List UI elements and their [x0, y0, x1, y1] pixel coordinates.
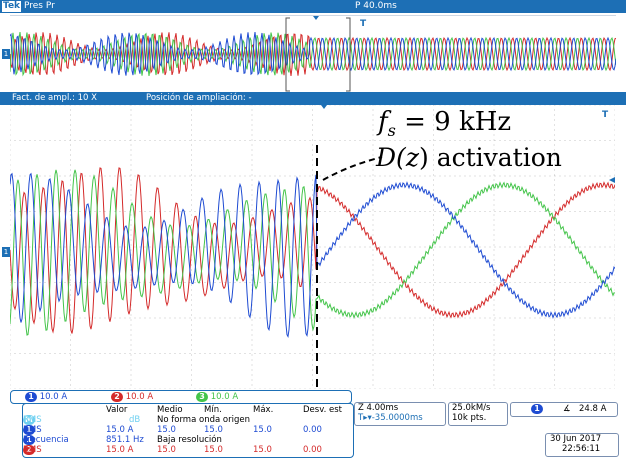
- meas-name: RMS: [23, 415, 42, 425]
- ch1-badge: 1: [23, 425, 35, 435]
- trigger-level: 24.8 A: [579, 404, 607, 414]
- col-header-medio: Medio: [157, 405, 183, 415]
- ch2-scale-value: 10.0 A: [125, 392, 154, 402]
- timebase-delay: T▸▾ -35.0000ms: [358, 413, 423, 423]
- graticule: [10, 105, 615, 389]
- meas-medio: No forma onda origen: [157, 415, 250, 425]
- delay-value: -35.0000ms: [371, 413, 423, 423]
- date: 30 Jun 2017: [550, 434, 602, 444]
- zoom-window-bracket: [285, 17, 351, 92]
- ch3-scale-value: 10.0 A: [210, 392, 239, 402]
- meas-medio: 15.0: [157, 445, 176, 455]
- main-trace: [10, 167, 615, 334]
- ch1-badge: 1: [25, 392, 37, 402]
- meas-name: RMS: [23, 445, 42, 455]
- trigger-marker: [321, 105, 327, 109]
- ch3-badge: 3: [196, 392, 208, 402]
- acquisition-readout[interactable]: 25.0kM/s 10k pts.: [448, 402, 508, 426]
- overview-trace: [10, 32, 616, 77]
- meas-value: 851.1 Hz: [106, 435, 144, 445]
- record-overview[interactable]: T: [10, 15, 616, 93]
- rising-edge-icon: ∡: [563, 404, 571, 414]
- overview-trace: [10, 32, 616, 76]
- col-header-min: Mín.: [204, 405, 222, 415]
- horizontal-position: P 40.0ms: [355, 1, 397, 11]
- measurement-panel[interactable]: Valor Medio Mín. Máx. Desv. est M RMS dB…: [22, 403, 354, 458]
- annotation-leader: [322, 156, 383, 181]
- meas-value: 15.0 A: [106, 445, 134, 455]
- ch2-badge: 2: [23, 445, 35, 455]
- datetime-readout: 30 Jun 2017 22:56:11: [545, 433, 619, 457]
- trigger-position-marker: [313, 16, 319, 20]
- ch2-scale[interactable]: 2 10.0 A: [111, 391, 153, 403]
- ch1-scale[interactable]: 1 10.0 A: [25, 391, 67, 403]
- main-trace: [10, 172, 615, 339]
- meas-value: 15.0 A: [106, 425, 134, 435]
- trigger-level-marker: [609, 177, 615, 183]
- meas-medio: Baja resolución: [157, 435, 222, 445]
- meas-min: 15.0: [204, 425, 223, 435]
- switching-frequency-annotation: fs = 9 kHz: [378, 107, 512, 141]
- channel-scale-legend: 1 10.0 A 2 10.0 A 3 10.0 A: [10, 390, 352, 404]
- ch-ground-marker-overview: 1: [2, 49, 10, 59]
- meas-desv: 0.00: [303, 425, 322, 435]
- time: 22:56:11: [562, 444, 601, 454]
- meas-min: 15.0: [204, 445, 223, 455]
- zoom-factor: Fact. de ampl.: 10 X: [12, 93, 97, 103]
- zoomed-waveform-display[interactable]: T fs = 9 kHz D(z) activation: [10, 105, 615, 389]
- main-waveforms: [10, 167, 615, 339]
- meas-name: Frecuencia: [23, 435, 69, 445]
- record-length: 10k pts.: [452, 413, 487, 423]
- col-header-max: Máx.: [253, 405, 274, 415]
- math-badge: M: [23, 415, 35, 425]
- ch-ground-marker-main: 1: [2, 247, 10, 257]
- meas-desv: 0.00: [303, 445, 322, 455]
- ch3-scale[interactable]: 3 10.0 A: [196, 391, 238, 403]
- zoom-info-bar: Fact. de ampl.: 10 X Posición de ampliac…: [0, 92, 626, 105]
- dz-activation-annotation: D(z) activation: [376, 143, 562, 172]
- main-trace: [10, 169, 615, 336]
- svg-text:T: T: [602, 110, 609, 120]
- meas-value: dB: [129, 415, 141, 425]
- meas-name: RMS: [23, 425, 42, 435]
- trigger-ch-badge: 1: [531, 404, 543, 414]
- scope-status-bar: Tek Pres Pr P 40.0ms: [0, 0, 626, 13]
- ch2-badge: 2: [111, 392, 123, 402]
- acquisition-mode: Pres Pr: [24, 1, 55, 11]
- col-header-desv: Desv. est: [303, 405, 342, 415]
- overview-waveforms: [10, 32, 616, 77]
- meas-max: 15.0: [253, 445, 272, 455]
- timebase-scale: Z 4.00ms: [358, 403, 399, 413]
- ch1-scale-value: 10.0 A: [39, 392, 68, 402]
- svg-text:T: T: [360, 19, 367, 29]
- timebase-readout[interactable]: Z 4.00ms T▸▾ -35.0000ms: [354, 402, 446, 426]
- trigger-readout[interactable]: 1 ∡ 24.8 A: [510, 402, 618, 417]
- meas-medio: 15.0: [157, 425, 176, 435]
- meas-max: 15.0: [253, 425, 272, 435]
- brand-logo: Tek: [2, 1, 22, 12]
- ch1-badge: 1: [23, 435, 35, 445]
- zoom-position: Posición de ampliación: -: [146, 93, 252, 103]
- col-header-valor: Valor: [106, 405, 128, 415]
- sample-rate: 25.0kM/s: [452, 403, 491, 413]
